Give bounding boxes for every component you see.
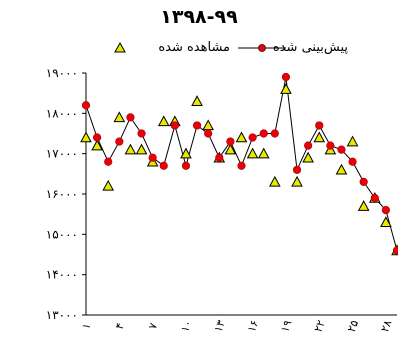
y-tick-label-4: ۱۷۰۰۰ (46, 147, 78, 161)
observed-point-27 (380, 216, 392, 227)
observed-point-2 (102, 179, 115, 191)
forecast-point-27 (381, 206, 390, 215)
observed-point-25 (357, 200, 370, 211)
observed-point-16 (257, 147, 270, 159)
y-tick-label-0: ۱۳۰۰۰ (46, 308, 78, 322)
observed-point-21 (313, 131, 326, 143)
forecast-point-28 (392, 246, 398, 255)
observed-point-23 (335, 163, 348, 175)
forecast-point-2 (104, 157, 113, 166)
forecast-point-17 (270, 129, 279, 138)
x-tick-label-4: ۱۳ (212, 318, 228, 334)
y-tick-label-1: ۱۴۰۰۰ (46, 268, 78, 282)
y-tick-label-2: ۱۵۰۰۰ (46, 227, 78, 241)
observed-point-14 (235, 131, 248, 143)
forecast-point-18 (281, 72, 291, 82)
forecast-point-20 (304, 141, 313, 150)
observed-point-4 (124, 143, 137, 155)
forecast-point-15 (248, 133, 257, 142)
observed-point-19 (291, 175, 303, 187)
y-tick-label-6: ۱۹۰۰۰ (46, 66, 78, 80)
observed-point-11 (202, 119, 215, 131)
forecast-point-10 (192, 121, 202, 130)
observed-point-18 (280, 83, 292, 94)
forecast-point-1 (93, 133, 102, 142)
forecast-point-25 (359, 177, 368, 186)
x-tick-label-0: ۱ (79, 321, 93, 331)
y-tick-label-3: ۱۶۰۰۰ (46, 187, 78, 201)
observed-point-13 (224, 143, 237, 155)
forecast-point-22 (326, 141, 335, 150)
forecast-point-24 (348, 157, 357, 166)
observed-point-5 (135, 143, 148, 155)
x-tick-label-9: ۲۸ (378, 318, 394, 334)
x-tick-label-8: ۲۵ (345, 318, 361, 334)
legend-forecast-marker (238, 44, 286, 52)
observed-point-1 (91, 139, 103, 151)
observed-point-24 (346, 135, 359, 147)
x-tick-label-3: ۱۰ (178, 318, 194, 334)
chart-title: ۱۳۹۸-۹۹ (160, 6, 238, 28)
y-tick-label-5: ۱۸۰۰۰ (46, 106, 78, 120)
legend: پیش‌بینی شده مشاهده شده (112, 38, 348, 58)
observed-point-3 (113, 111, 126, 123)
legend-observed-label: مشاهده شده (158, 40, 230, 55)
forecast-point-12 (215, 153, 224, 162)
forecast-point-13 (226, 137, 235, 146)
forecast-point-9 (181, 161, 191, 170)
forecast-point-19 (292, 165, 302, 174)
observed-point-17 (268, 175, 281, 187)
observed-point-15 (246, 147, 259, 159)
forecast-point-26 (370, 193, 379, 203)
forecast-point-8 (170, 121, 179, 130)
forecast-point-7 (159, 161, 168, 170)
x-tick-label-1: ۴ (113, 321, 127, 331)
x-tick-label-2: ۷ (146, 321, 160, 331)
observed-point-0 (80, 131, 92, 143)
forecast-point-14 (237, 161, 246, 170)
forecast-point-3 (115, 137, 124, 146)
forecast-point-11 (204, 129, 213, 138)
forecast-point-21 (315, 121, 324, 130)
observed-point-10 (191, 95, 203, 106)
observed-point-9 (180, 147, 192, 159)
x-tick-label-5: ۱۶ (245, 318, 261, 334)
observed-point-20 (302, 151, 314, 163)
forecast-point-0 (81, 101, 91, 110)
x-tick-label-7: ۲۲ (312, 318, 328, 334)
observed-point-7 (157, 115, 170, 127)
forecast-point-5 (137, 129, 146, 138)
legend-forecast-label: پیش‌بینی شده (272, 40, 348, 55)
forecast-point-4 (126, 113, 135, 122)
x-tick-label-6: ۱۹ (278, 318, 294, 334)
forecast-point-23 (337, 145, 346, 154)
forecast-point-6 (148, 153, 157, 162)
forecast-point-16 (259, 129, 268, 138)
legend-observed-marker (114, 41, 126, 53)
